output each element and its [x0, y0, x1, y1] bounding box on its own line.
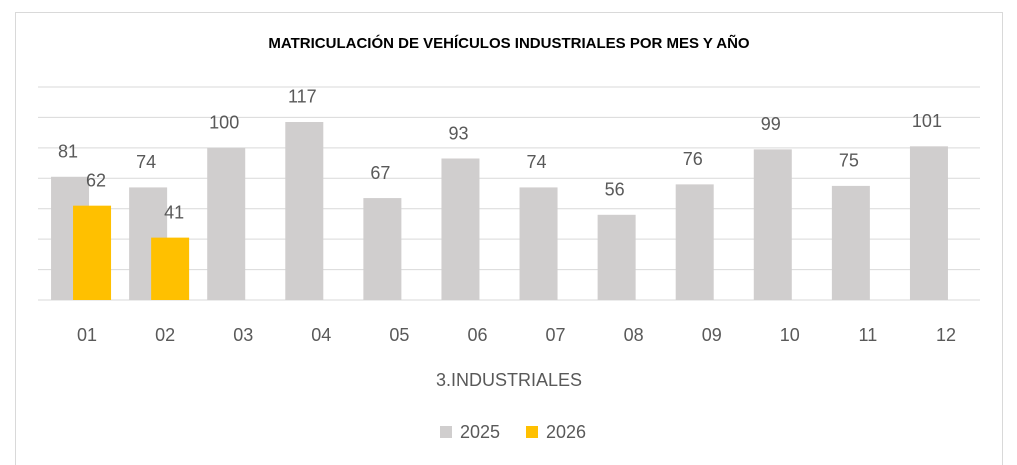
data-label: 93 — [448, 123, 468, 143]
data-label: 81 — [58, 142, 78, 162]
legend-label: 2025 — [460, 422, 500, 442]
data-label: 74 — [136, 152, 156, 172]
x-tick-label: 11 — [859, 325, 878, 345]
x-axis-label: 3.INDUSTRIALES — [436, 370, 582, 390]
x-tick-label: 06 — [467, 325, 487, 345]
data-label: 117 — [288, 87, 317, 107]
data-label: 62 — [86, 170, 106, 190]
data-label: 100 — [209, 113, 239, 133]
legend-label: 2026 — [546, 422, 586, 442]
bar — [151, 237, 190, 300]
x-tick-label: 03 — [233, 325, 253, 345]
x-tick-label: 01 — [77, 325, 97, 345]
x-tick-label: 10 — [780, 325, 800, 345]
data-label: 75 — [839, 151, 859, 171]
data-label: 74 — [527, 152, 547, 172]
x-tick-label: 12 — [936, 325, 956, 345]
x-tick-label: 09 — [702, 325, 722, 345]
x-tick-label: 08 — [624, 325, 644, 345]
bar — [519, 187, 558, 300]
data-label: 99 — [761, 114, 781, 134]
x-tick-label: 02 — [155, 325, 175, 345]
bar — [909, 146, 948, 300]
data-label: 41 — [164, 202, 184, 222]
data-label: 67 — [370, 163, 390, 183]
data-label: 101 — [912, 111, 942, 131]
data-label: 56 — [605, 180, 625, 200]
bar — [597, 214, 636, 300]
bar — [675, 184, 714, 300]
bar — [831, 185, 870, 300]
x-tick-label: 04 — [311, 325, 331, 345]
bar — [73, 205, 112, 300]
legend-swatch — [440, 426, 452, 438]
bar — [285, 121, 324, 300]
chart-title: MATRICULACIÓN DE VEHÍCULOS INDUSTRIALES … — [268, 34, 749, 52]
bar — [753, 149, 792, 300]
bar — [363, 198, 402, 300]
data-label: 76 — [683, 149, 703, 169]
x-tick-label: 05 — [389, 325, 409, 345]
legend-swatch — [526, 426, 538, 438]
bar — [441, 158, 480, 300]
x-tick-label: 07 — [546, 325, 566, 345]
bar — [207, 147, 246, 300]
